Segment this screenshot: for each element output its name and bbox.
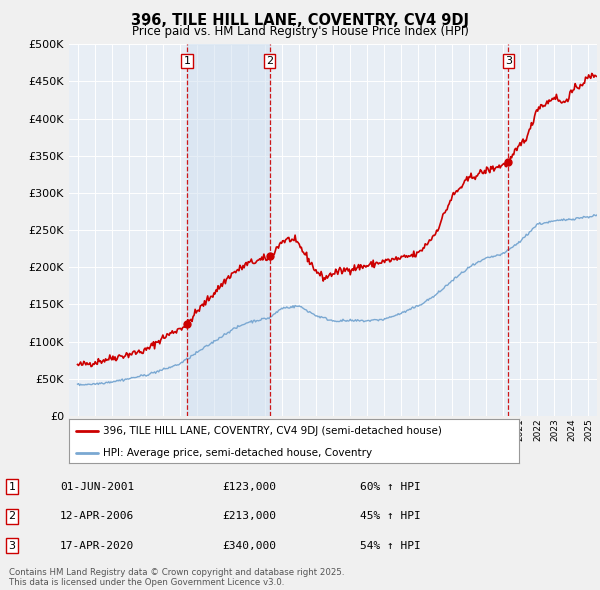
Text: 54% ↑ HPI: 54% ↑ HPI (360, 541, 421, 550)
Text: Price paid vs. HM Land Registry's House Price Index (HPI): Price paid vs. HM Land Registry's House … (131, 25, 469, 38)
Text: £340,000: £340,000 (222, 541, 276, 550)
Text: 60% ↑ HPI: 60% ↑ HPI (360, 482, 421, 491)
Text: 2: 2 (266, 56, 273, 66)
Text: 1: 1 (184, 56, 190, 66)
Bar (187, 44, 269, 416)
Text: 12-APR-2006: 12-APR-2006 (60, 512, 134, 521)
Text: £123,000: £123,000 (222, 482, 276, 491)
Text: 01-JUN-2001: 01-JUN-2001 (60, 482, 134, 491)
Text: Contains HM Land Registry data © Crown copyright and database right 2025.
This d: Contains HM Land Registry data © Crown c… (9, 568, 344, 587)
Text: 396, TILE HILL LANE, COVENTRY, CV4 9DJ: 396, TILE HILL LANE, COVENTRY, CV4 9DJ (131, 13, 469, 28)
Text: £213,000: £213,000 (222, 512, 276, 521)
Text: HPI: Average price, semi-detached house, Coventry: HPI: Average price, semi-detached house,… (103, 448, 372, 458)
Text: 3: 3 (505, 56, 512, 66)
Text: 1: 1 (8, 482, 16, 491)
Text: 2: 2 (8, 512, 16, 521)
Text: 45% ↑ HPI: 45% ↑ HPI (360, 512, 421, 521)
Text: 3: 3 (8, 541, 16, 550)
Text: 17-APR-2020: 17-APR-2020 (60, 541, 134, 550)
Text: 396, TILE HILL LANE, COVENTRY, CV4 9DJ (semi-detached house): 396, TILE HILL LANE, COVENTRY, CV4 9DJ (… (103, 426, 442, 436)
